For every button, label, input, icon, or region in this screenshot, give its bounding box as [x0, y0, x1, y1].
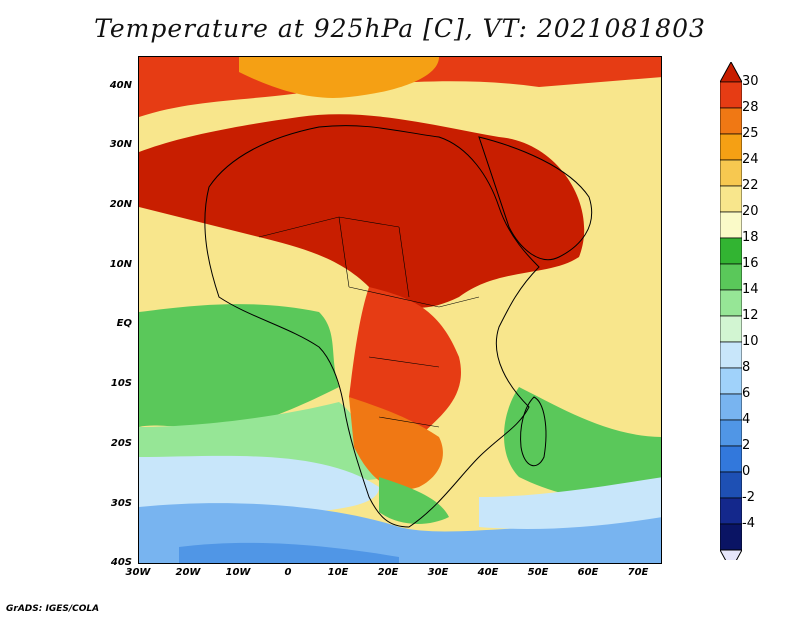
legend-swatch	[720, 367, 742, 395]
south-ocean-deep-blue-field	[179, 542, 399, 563]
legend-level-label: 20	[742, 204, 759, 219]
legend-level-label: 6	[742, 386, 751, 401]
legend-arrow-max	[720, 62, 742, 83]
legend-level-label: -2	[742, 490, 755, 505]
legend-swatch	[720, 263, 742, 291]
indian-ocean-pale-field	[479, 477, 661, 529]
temperature-map	[139, 57, 661, 563]
legend-level-label: 8	[742, 360, 751, 375]
lon-tick-0: 0	[284, 567, 292, 578]
legend-level-label: 4	[742, 412, 751, 427]
arabian-sea-field	[531, 177, 661, 477]
lon-tick-30W: 30W	[125, 567, 151, 578]
legend-swatch	[720, 393, 742, 421]
sahara-core-field	[139, 114, 585, 308]
legend-level-label: 25	[742, 126, 759, 141]
lon-tick-10E: 10E	[327, 567, 349, 578]
legend-swatch	[720, 471, 742, 499]
chart-title: Temperature at 925hPa [C], VT: 202108180…	[94, 14, 706, 43]
madagascar-outline	[520, 396, 547, 467]
legend-level-label: 18	[742, 230, 759, 245]
southern-atlantic-pale-field	[139, 455, 379, 517]
central-africa-hot-field	[349, 287, 461, 440]
lon-tick-30E: 30E	[427, 567, 449, 578]
lon-tick-60E: 60E	[577, 567, 599, 578]
legend-level-label: 12	[742, 308, 759, 323]
legend-level-label: 0	[742, 464, 751, 479]
legend-swatch	[720, 445, 742, 473]
lat-tick-20N: 20N	[109, 199, 132, 210]
africa-coastline	[204, 125, 540, 528]
lon-tick-70E: 70E	[627, 567, 649, 578]
lat-tick-30S: 30S	[110, 498, 132, 509]
legend-swatch	[720, 107, 742, 135]
legend-level-label: 28	[742, 100, 759, 115]
lat-tick-20S: 20S	[110, 438, 132, 449]
equatorial-atlantic-green-field	[139, 304, 339, 429]
legend-swatch	[720, 133, 742, 161]
legend-level-label: 2	[742, 438, 751, 453]
legend-swatch	[720, 237, 742, 265]
country-borders	[258, 216, 480, 428]
lon-tick-10W: 10W	[225, 567, 251, 578]
legend-swatch	[720, 341, 742, 369]
legend-swatch	[720, 185, 742, 213]
mediterranean-field	[239, 57, 439, 98]
legend-swatch	[720, 315, 742, 343]
legend-swatch	[720, 497, 742, 525]
legend-level-label: 16	[742, 256, 759, 271]
legend-level-label: 30	[742, 74, 759, 89]
legend-level-label: 14	[742, 282, 759, 297]
atlantic-warm-field	[139, 217, 219, 312]
lat-tick-30N: 30N	[109, 139, 132, 150]
legend-swatch	[720, 81, 742, 109]
legend-swatch	[720, 159, 742, 187]
arabian-peninsula-outline	[478, 136, 593, 261]
legend-swatch	[720, 419, 742, 447]
legend-level-label: -4	[742, 516, 755, 531]
lat-tick-EQ: EQ	[116, 318, 132, 329]
legend-arrow-min	[720, 549, 742, 560]
legend-level-label: 22	[742, 178, 759, 193]
lon-tick-40E: 40E	[477, 567, 499, 578]
color-legend	[720, 62, 742, 560]
credit-text: GrADS: IGES/COLA	[6, 604, 100, 614]
southern-africa-green-field	[379, 477, 449, 524]
lon-tick-20W: 20W	[175, 567, 201, 578]
lat-tick-10S: 10S	[110, 378, 132, 389]
legend-swatch	[720, 289, 742, 317]
indian-ocean-green-field	[504, 387, 661, 501]
lat-tick-40N: 40N	[109, 80, 132, 91]
legend-level-label: 24	[742, 152, 759, 167]
lat-tick-10N: 10N	[109, 259, 132, 270]
southern-africa-warm-field	[349, 397, 443, 490]
lon-tick-50E: 50E	[527, 567, 549, 578]
lon-tick-20E: 20E	[377, 567, 399, 578]
map-frame	[138, 56, 662, 564]
lat-tick-40S: 40S	[110, 557, 132, 568]
legend-swatch	[720, 211, 742, 239]
legend-swatch	[720, 523, 742, 551]
legend-level-label: 10	[742, 334, 759, 349]
